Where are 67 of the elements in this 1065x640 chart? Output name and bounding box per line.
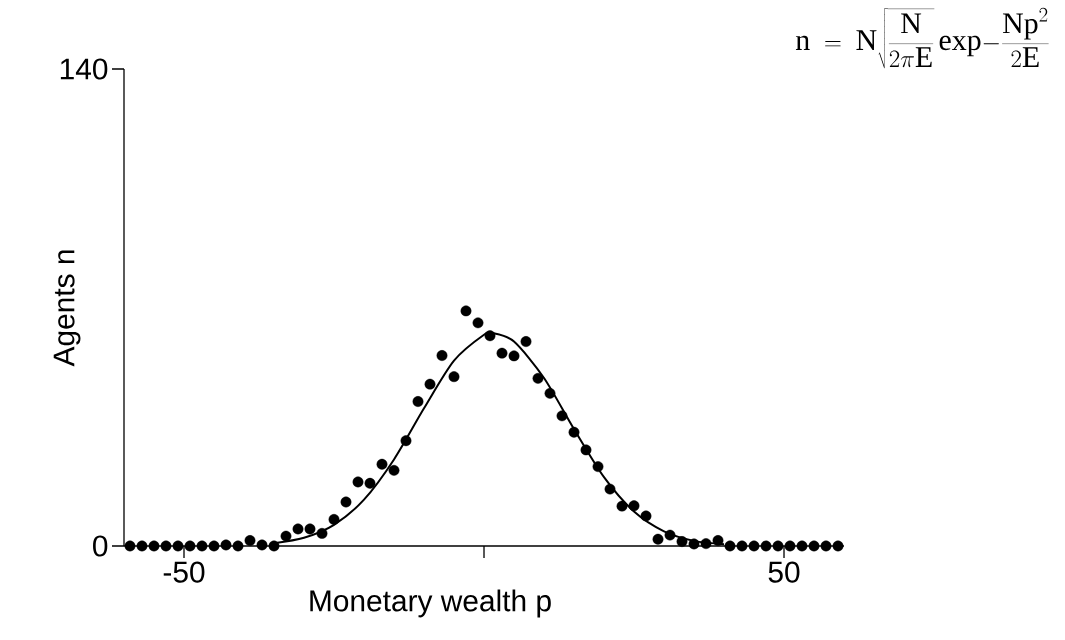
point	[472, 317, 484, 329]
point	[160, 540, 172, 552]
x-tick-label: -50	[163, 561, 205, 583]
point	[772, 540, 784, 552]
point	[376, 458, 388, 470]
point	[604, 483, 616, 495]
point	[196, 540, 208, 552]
point	[412, 396, 424, 407]
point	[484, 330, 496, 342]
point	[712, 535, 724, 546]
point	[832, 540, 844, 552]
point	[244, 535, 256, 546]
point	[172, 540, 184, 552]
point	[304, 523, 316, 535]
point	[676, 536, 688, 547]
point	[640, 510, 652, 522]
point	[700, 538, 712, 550]
point	[256, 539, 268, 551]
point	[280, 530, 292, 542]
point	[760, 540, 772, 552]
point	[352, 476, 364, 488]
point	[148, 540, 160, 552]
point	[208, 540, 220, 552]
x-tick-label: 50	[768, 561, 800, 583]
y-axis-title: Agents n	[53, 250, 81, 367]
point	[688, 538, 700, 550]
point	[232, 540, 244, 552]
point	[328, 514, 340, 525]
point	[220, 539, 232, 551]
point	[748, 540, 760, 552]
point	[616, 500, 628, 512]
point	[268, 540, 280, 552]
point	[664, 529, 676, 541]
point	[580, 444, 592, 456]
point	[292, 523, 304, 535]
text: $\displaystyle\mathrm{n}\;=\;\mathrm{N}\sqrt{\frac{\mathrm{N}}{2\pi\mathrm{E}}}\,\mathrm{exp}{-}\frac{\mathrm{Np}^{2}}{2\mathrm{E}}$	[795, 7, 1049, 69]
point	[532, 372, 544, 384]
point	[436, 350, 448, 361]
point	[568, 426, 580, 438]
point	[784, 540, 796, 552]
y-tick-label: 140	[60, 58, 108, 80]
point	[724, 540, 736, 552]
point	[316, 527, 328, 539]
point	[592, 461, 604, 473]
point	[544, 387, 556, 399]
point	[136, 540, 148, 552]
point	[652, 533, 664, 545]
point	[496, 347, 508, 359]
point	[736, 540, 748, 552]
point	[400, 435, 412, 447]
point	[820, 540, 832, 552]
point	[796, 540, 808, 552]
point	[508, 350, 520, 362]
point	[364, 477, 376, 489]
point	[808, 540, 820, 552]
x-axis-title: Monetary wealth p	[310, 589, 551, 618]
point	[520, 336, 532, 347]
point	[628, 500, 640, 512]
point	[184, 540, 196, 552]
point	[388, 464, 400, 476]
point	[124, 540, 136, 552]
y-tick-label: 0	[93, 535, 108, 557]
point	[448, 371, 460, 383]
point	[460, 305, 472, 317]
point	[556, 410, 568, 422]
point	[424, 378, 436, 390]
point	[340, 496, 352, 508]
